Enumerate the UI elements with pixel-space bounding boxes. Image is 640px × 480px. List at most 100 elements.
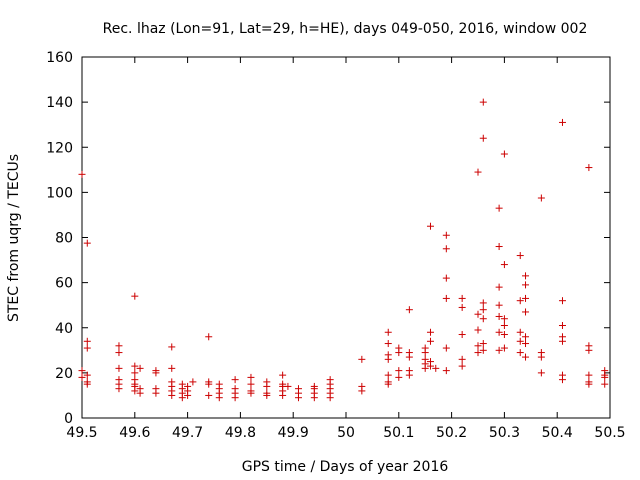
x-tick-label: 50.1 xyxy=(383,425,414,441)
data-point xyxy=(284,382,292,390)
data-point xyxy=(426,337,434,345)
data-point xyxy=(442,245,450,253)
data-point xyxy=(83,380,91,388)
y-axis-label: STEC from uqrg / TECUs xyxy=(6,154,22,322)
data-point xyxy=(537,369,545,377)
x-tick-label: 49.7 xyxy=(172,425,203,441)
data-point xyxy=(384,380,392,388)
data-point xyxy=(474,342,482,350)
data-point xyxy=(522,272,530,280)
plot-area xyxy=(81,56,611,419)
data-point xyxy=(263,382,271,390)
data-point xyxy=(585,164,593,172)
data-point xyxy=(168,343,176,351)
data-point xyxy=(247,380,255,388)
data-point xyxy=(585,371,593,379)
data-point xyxy=(168,364,176,372)
data-point xyxy=(384,328,392,336)
data-point xyxy=(184,391,192,399)
data-point xyxy=(458,303,466,311)
data-point xyxy=(537,353,545,361)
y-tick-label: 60 xyxy=(55,276,73,292)
y-tick-label: 160 xyxy=(46,50,73,66)
data-point xyxy=(152,369,160,377)
data-point xyxy=(558,297,566,305)
data-point xyxy=(326,394,334,402)
data-point xyxy=(189,378,197,386)
data-point xyxy=(358,355,366,363)
data-point xyxy=(442,274,450,282)
data-point xyxy=(136,364,144,372)
x-tick-label: 49.9 xyxy=(278,425,309,441)
data-point xyxy=(479,98,487,106)
data-point xyxy=(131,362,139,370)
data-point xyxy=(558,118,566,126)
data-point xyxy=(522,308,530,316)
data-point xyxy=(474,310,482,318)
data-point xyxy=(500,315,508,323)
data-point xyxy=(395,367,403,375)
data-point xyxy=(500,344,508,352)
data-point xyxy=(474,326,482,334)
data-point xyxy=(426,222,434,230)
data-point xyxy=(537,194,545,202)
data-point xyxy=(426,328,434,336)
data-point xyxy=(479,306,487,314)
data-point xyxy=(279,371,287,379)
data-point xyxy=(168,391,176,399)
data-point xyxy=(516,297,524,305)
data-point xyxy=(479,346,487,354)
x-axis-label: GPS time / Days of year 2016 xyxy=(242,459,449,475)
data-point xyxy=(442,367,450,375)
y-tick-label: 40 xyxy=(55,321,73,337)
data-point xyxy=(479,315,487,323)
x-tick-label: 50.3 xyxy=(489,425,520,441)
data-point xyxy=(558,376,566,384)
y-tick-label: 80 xyxy=(55,231,73,247)
data-point xyxy=(131,369,139,377)
data-point xyxy=(458,294,466,302)
data-point xyxy=(585,380,593,388)
data-point xyxy=(522,294,530,302)
data-point xyxy=(500,150,508,158)
data-point xyxy=(152,389,160,397)
data-point xyxy=(479,299,487,307)
data-point xyxy=(78,373,86,381)
data-point xyxy=(78,367,86,375)
data-point xyxy=(522,353,530,361)
data-point xyxy=(442,294,450,302)
data-point xyxy=(516,349,524,357)
data-point xyxy=(83,344,91,352)
data-point xyxy=(263,391,271,399)
data-point xyxy=(395,349,403,357)
data-point xyxy=(131,387,139,395)
chart-title: Rec. lhaz (Lon=91, Lat=29, h=HE), days 0… xyxy=(103,21,588,37)
data-point xyxy=(500,321,508,329)
data-point xyxy=(215,394,223,402)
y-tick-label: 100 xyxy=(46,185,73,201)
data-point xyxy=(247,389,255,397)
data-point xyxy=(558,337,566,345)
data-point xyxy=(115,385,123,393)
data-point xyxy=(479,134,487,142)
data-point xyxy=(585,346,593,354)
data-point xyxy=(522,333,530,341)
data-point xyxy=(178,394,186,402)
data-point xyxy=(495,312,503,320)
data-point xyxy=(136,389,144,397)
data-point xyxy=(384,355,392,363)
data-point xyxy=(78,170,86,178)
data-point xyxy=(426,362,434,370)
y-tick-label: 20 xyxy=(55,366,73,382)
data-point xyxy=(231,376,239,384)
data-point xyxy=(405,371,413,379)
data-point xyxy=(395,373,403,381)
data-point xyxy=(442,231,450,239)
data-point xyxy=(495,204,503,212)
data-point xyxy=(231,394,239,402)
y-tick-label: 0 xyxy=(64,411,73,427)
data-point xyxy=(558,321,566,329)
data-point xyxy=(495,301,503,309)
data-point xyxy=(495,283,503,291)
